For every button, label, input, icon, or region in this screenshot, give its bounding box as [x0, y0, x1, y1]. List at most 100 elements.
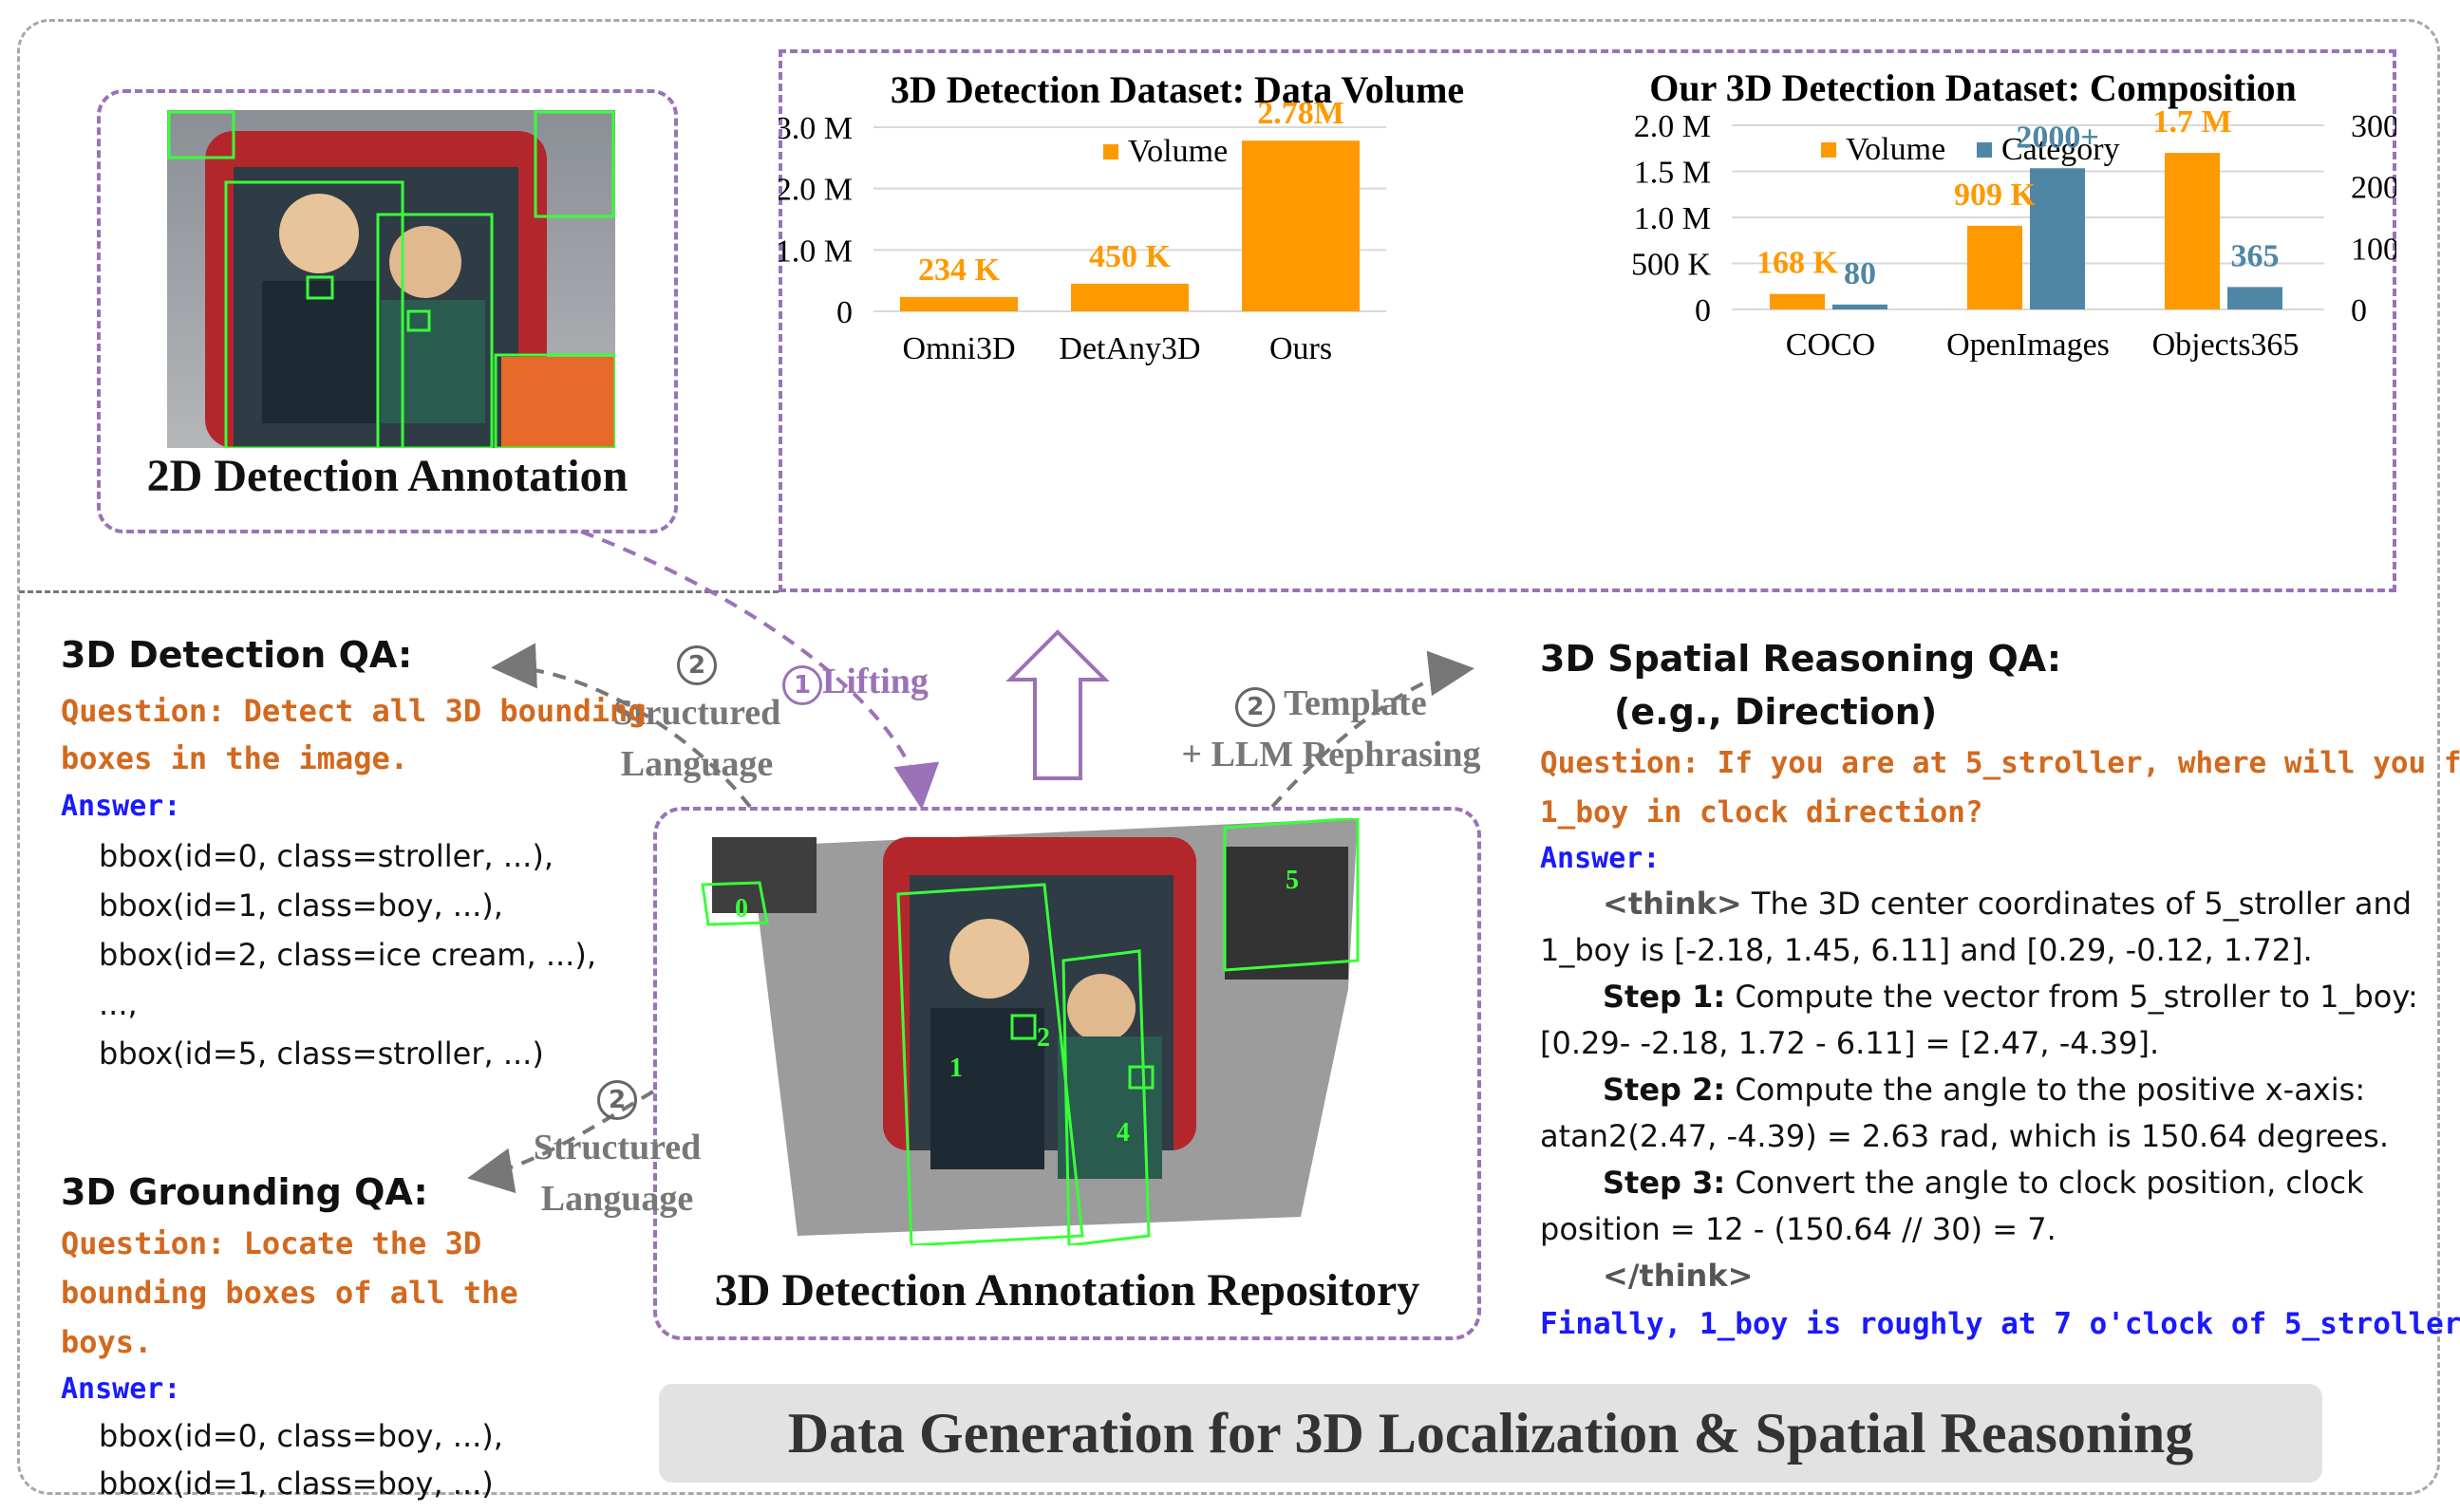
- chart1-bar: [1071, 283, 1189, 311]
- structured-top-line1: Structured: [612, 693, 781, 733]
- chart1-ytick: 0: [836, 295, 853, 330]
- chart1-value-label: 450 K: [1089, 239, 1172, 274]
- think-open-tag: <think>: [1603, 886, 1742, 922]
- spatialqa-block: 3D Spatial Reasoning QA: (e.g., Directio…: [1540, 632, 2460, 1349]
- template-line1: Template: [1284, 683, 1427, 723]
- spatialqa-final: Finally, 1_boy is roughly at 7 o'clock o…: [1540, 1307, 2460, 1341]
- repo-box-label-4: 4: [1117, 1118, 1130, 1148]
- lifting-label: 1 Lifting: [782, 661, 929, 705]
- spatialqa-step3: Step 3: Convert the angle to clock posit…: [1540, 1160, 2432, 1206]
- chart1-title: 3D Detection Dataset: Data Volume: [891, 68, 1464, 111]
- template-line1-wrap: 2 Template: [1151, 678, 1512, 729]
- structured-bottom-label: 2 Structured Language: [503, 1071, 731, 1224]
- repo-box-label-0: 0: [735, 894, 748, 924]
- repo-box-label-5: 5: [1286, 866, 1299, 895]
- groundqa-answer-line: bbox(id=1, class=boy, ...): [99, 1465, 494, 1502]
- detqa-answer-line: bbox(id=0, class=stroller, ...),: [99, 838, 554, 874]
- chart2-category-label: 2000+: [2016, 120, 2098, 155]
- spatialqa-step3b: position = 12 - (150.64 // 30) = 7.: [1540, 1211, 2056, 1247]
- spatialqa-question-line1: Question: If you are at 5_stroller, wher…: [1540, 746, 2460, 780]
- chart2-xtick: OpenImages: [1946, 327, 2110, 363]
- chart1-xtick: DetAny3D: [1059, 331, 1200, 366]
- chart2-xtick: COCO: [1786, 327, 1875, 363]
- chart2-bar-volume: [1770, 293, 1825, 309]
- chart1-ytick: 2.0 M: [779, 173, 853, 208]
- chart2-legend-volume: Volume: [1846, 132, 1945, 167]
- chart2-category-label: 80: [1844, 256, 1876, 291]
- structured-top-num-wrap: 2: [591, 636, 803, 687]
- chart2-ytick-left: 1.5 M: [1634, 156, 1711, 191]
- detqa-answer-list: bbox(id=0, class=stroller, ...), bbox(id…: [61, 831, 611, 1078]
- chart1-ytick: 3.0 M: [779, 111, 853, 146]
- spatialqa-step2: Step 2: Compute the angle to the positiv…: [1540, 1067, 2432, 1113]
- lifting-arrow: [580, 530, 940, 810]
- chart2-legend-swatch-category: [1977, 142, 1992, 158]
- groundqa-answer-label: Answer:: [61, 1372, 181, 1406]
- chart1-ytick: 1.0 M: [779, 233, 853, 269]
- chart2-xtick: Objects365: [2152, 327, 2300, 363]
- spatialqa-answer-label: Answer:: [1540, 842, 1661, 875]
- chart2-bar-category: [2227, 287, 2282, 309]
- up-hollow-arrow: [1005, 629, 1110, 780]
- chart2-legend-swatch-volume: [1821, 142, 1836, 158]
- structured-bottom-num-wrap: 2: [503, 1071, 731, 1122]
- chart2-bar-category: [2030, 168, 2085, 309]
- detqa-title: 3D Detection QA:: [61, 634, 413, 676]
- repo-box-label-2: 2: [1037, 1023, 1050, 1053]
- chart2-ytick-right: 1000: [2351, 232, 2396, 267]
- chart2-volume-label: 909 K: [1954, 177, 2037, 213]
- structured-top-line2: Language: [620, 744, 774, 784]
- chart2-legend-category: Category: [2001, 132, 2120, 167]
- spatialqa-title-line2: (e.g., Direction): [1614, 691, 1938, 733]
- lifting-text: Lifting: [822, 662, 929, 701]
- chart2-volume-label: 1.7 M: [2152, 104, 2231, 140]
- groundqa-title: 3D Grounding QA:: [61, 1171, 428, 1213]
- chart2-bar-volume: [2165, 153, 2220, 309]
- annot2d-label: 2D Detection Annotation: [146, 451, 629, 501]
- step1-label: Step 1:: [1603, 979, 1726, 1015]
- groundqa-question-line2: bounding boxes of all the boys.: [61, 1275, 518, 1360]
- step1-text: Compute the vector from 5_stroller to 1_…: [1735, 979, 2418, 1015]
- structured-top-arrow: [491, 643, 752, 809]
- repo-pointcloud: 0 1 2 4 5: [701, 818, 1360, 1245]
- step3-label: Step 3:: [1603, 1165, 1726, 1201]
- groundqa-block: 3D Grounding QA: Question: Locate the 3D…: [61, 1171, 611, 1507]
- chart1-legend-label: Volume: [1128, 134, 1228, 169]
- spatialqa-reason-text1: The 3D center coordinates of 5_stroller …: [1751, 886, 2413, 922]
- structured-top-label: 2 Structured Language: [591, 636, 803, 790]
- structured-bottom-line1: Structured: [533, 1128, 702, 1167]
- chart2-bar-category: [1832, 304, 1887, 309]
- chart2-ytick-right: 2000: [2351, 171, 2396, 206]
- chart1-bar: [900, 296, 1018, 311]
- charts-svg: 3D Detection Dataset: Data Volume Volume…: [779, 66, 2396, 366]
- spatialqa-step1: Step 1: Compute the vector from 5_stroll…: [1540, 974, 2432, 1020]
- template-label: 2 Template + LLM Rephrasing: [1151, 678, 1512, 780]
- spatialqa-reason-l1: <think> The 3D center coordinates of 5_s…: [1540, 881, 2432, 927]
- think-close-tag: </think>: [1603, 1258, 1754, 1294]
- chart2-volume-label: 168 K: [1756, 246, 1839, 281]
- structured-top-num: 2: [677, 645, 717, 685]
- chart2-ytick-right: 3000: [2351, 109, 2396, 144]
- section-divider: [19, 590, 779, 593]
- repo-box-label-1: 1: [949, 1054, 963, 1083]
- chart2-bar-volume: [1967, 225, 2022, 309]
- detqa-answer-label: Answer:: [61, 790, 181, 823]
- chart2-ytick-right: 0: [2351, 293, 2367, 328]
- chart2-ytick-left: 500 K: [1631, 248, 1712, 283]
- spatialqa-step2b: atan2(2.47, -4.39) = 2.63 rad, which is …: [1540, 1118, 2390, 1154]
- chart2-category-label: 365: [2231, 238, 2280, 273]
- detqa-answer-line: bbox(id=2, class=ice cream, ...),: [99, 937, 596, 973]
- detqa-answer-line: ...,: [99, 986, 138, 1022]
- template-line2: + LLM Rephrasing: [1181, 735, 1481, 775]
- groundqa-answer-list: bbox(id=0, class=boy, ...), bbox(id=1, c…: [61, 1412, 611, 1507]
- detqa-answer-line: bbox(id=5, class=stroller, ...): [99, 1036, 544, 1072]
- annot2d-panel: [97, 89, 678, 533]
- detqa-block: 3D Detection QA: Question: Detect all 3D…: [61, 634, 647, 1078]
- template-num: 2: [1235, 687, 1276, 727]
- step2-label: Step 2:: [1603, 1072, 1726, 1108]
- structured-bottom-line2: Language: [540, 1179, 694, 1219]
- spatialqa-title-line1: 3D Spatial Reasoning QA:: [1540, 638, 2062, 680]
- chart1-xtick: Omni3D: [903, 331, 1016, 366]
- spatialqa-step1b: [0.29- -2.18, 1.72 - 6.11] = [2.47, -4.3…: [1540, 1025, 2160, 1061]
- detqa-answer-line: bbox(id=1, class=boy, ...),: [99, 887, 503, 924]
